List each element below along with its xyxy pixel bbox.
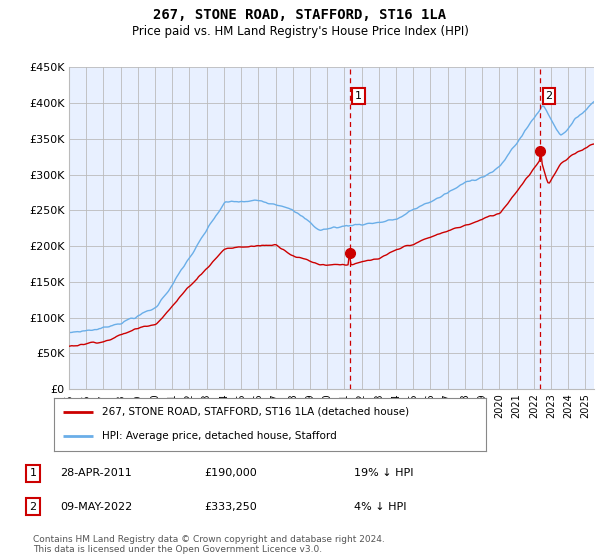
- Text: £333,250: £333,250: [204, 502, 257, 512]
- Text: 09-MAY-2022: 09-MAY-2022: [60, 502, 132, 512]
- Text: 28-APR-2011: 28-APR-2011: [60, 468, 132, 478]
- Text: Price paid vs. HM Land Registry's House Price Index (HPI): Price paid vs. HM Land Registry's House …: [131, 25, 469, 38]
- Text: Contains HM Land Registry data © Crown copyright and database right 2024.
This d: Contains HM Land Registry data © Crown c…: [33, 535, 385, 554]
- Text: 2: 2: [545, 91, 553, 101]
- Text: 267, STONE ROAD, STAFFORD, ST16 1LA (detached house): 267, STONE ROAD, STAFFORD, ST16 1LA (det…: [101, 407, 409, 417]
- Text: 1: 1: [29, 468, 37, 478]
- Text: 19% ↓ HPI: 19% ↓ HPI: [354, 468, 413, 478]
- Text: HPI: Average price, detached house, Stafford: HPI: Average price, detached house, Staf…: [101, 431, 336, 441]
- Text: 1: 1: [355, 91, 362, 101]
- Text: 2: 2: [29, 502, 37, 512]
- Text: 267, STONE ROAD, STAFFORD, ST16 1LA: 267, STONE ROAD, STAFFORD, ST16 1LA: [154, 8, 446, 22]
- Text: £190,000: £190,000: [204, 468, 257, 478]
- Text: 4% ↓ HPI: 4% ↓ HPI: [354, 502, 407, 512]
